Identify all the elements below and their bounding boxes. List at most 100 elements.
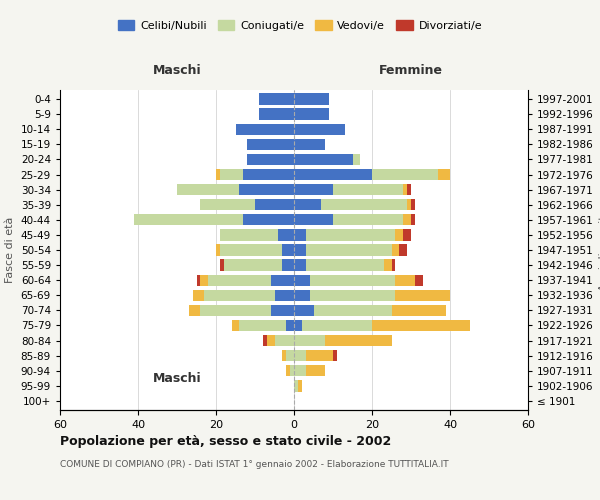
Bar [247,154,294,165]
Bar [197,274,200,286]
Legend: Celibi/Nubili, Coniugati/e, Vedovi/e, Divorziati/e: Celibi/Nubili, Coniugati/e, Vedovi/e, Di… [113,16,487,35]
Bar [200,304,271,316]
Bar [392,260,395,271]
Bar [232,320,239,331]
Bar [306,260,384,271]
Bar [306,244,392,256]
Bar [392,304,446,316]
Bar [283,350,286,362]
Bar [333,214,403,226]
Bar [294,320,302,331]
Bar [263,335,266,346]
Bar [395,229,403,240]
Bar [306,229,395,240]
Bar [259,108,294,120]
Bar [286,350,294,362]
Bar [438,169,450,180]
Bar [244,214,294,226]
Bar [216,169,220,180]
Bar [177,184,239,196]
Bar [247,138,294,150]
Bar [407,184,411,196]
Bar [239,184,294,196]
Bar [239,320,286,331]
Bar [411,214,415,226]
Bar [255,199,294,210]
Bar [294,184,333,196]
Bar [372,169,438,180]
Bar [278,229,294,240]
Bar [403,229,411,240]
Bar [193,290,204,301]
Bar [294,350,306,362]
Bar [302,320,372,331]
Bar [294,229,306,240]
Bar [310,290,395,301]
Bar [259,94,294,104]
Bar [306,365,325,376]
Bar [294,244,306,256]
Bar [322,199,407,210]
Bar [235,124,294,135]
Text: COMUNE DI COMPIANO (PR) - Dati ISTAT 1° gennaio 2002 - Elaborazione TUTTITALIA.I: COMUNE DI COMPIANO (PR) - Dati ISTAT 1° … [60,460,449,469]
Bar [294,335,325,346]
Bar [314,304,392,316]
Y-axis label: Fasce di età: Fasce di età [5,217,15,283]
Bar [244,169,294,180]
Bar [294,214,333,226]
Bar [403,214,411,226]
Bar [411,199,415,210]
Bar [294,290,310,301]
Bar [271,274,294,286]
Bar [208,274,271,286]
Bar [220,260,224,271]
Bar [290,365,294,376]
Bar [294,365,306,376]
Bar [200,274,208,286]
Bar [294,108,329,120]
Bar [266,335,275,346]
Bar [333,184,403,196]
Bar [286,365,290,376]
Bar [294,260,306,271]
Text: Popolazione per età, sesso e stato civile - 2002: Popolazione per età, sesso e stato civil… [60,435,391,448]
Bar [294,199,322,210]
Bar [310,274,395,286]
Bar [353,154,360,165]
Text: Maschi: Maschi [152,64,202,77]
Y-axis label: Anni di nascita: Anni di nascita [599,209,600,291]
Bar [189,304,200,316]
Bar [325,335,392,346]
Bar [395,274,415,286]
Text: Femmine: Femmine [379,64,443,77]
Bar [372,320,470,331]
Bar [224,260,283,271]
Bar [134,214,244,226]
Bar [275,290,294,301]
Bar [216,244,220,256]
Bar [294,274,310,286]
Bar [306,350,333,362]
Bar [294,138,325,150]
Bar [204,290,275,301]
Bar [294,304,314,316]
Bar [294,154,353,165]
Bar [294,124,344,135]
Bar [333,350,337,362]
Bar [271,304,294,316]
Bar [415,274,422,286]
Bar [403,184,407,196]
Bar [294,169,372,180]
Bar [395,290,450,301]
Bar [294,380,298,392]
Bar [275,335,294,346]
Bar [407,199,411,210]
Bar [298,380,302,392]
Bar [220,169,244,180]
Bar [384,260,392,271]
Bar [400,244,407,256]
Bar [283,260,294,271]
Text: Maschi: Maschi [152,372,202,385]
Bar [392,244,400,256]
Bar [286,320,294,331]
